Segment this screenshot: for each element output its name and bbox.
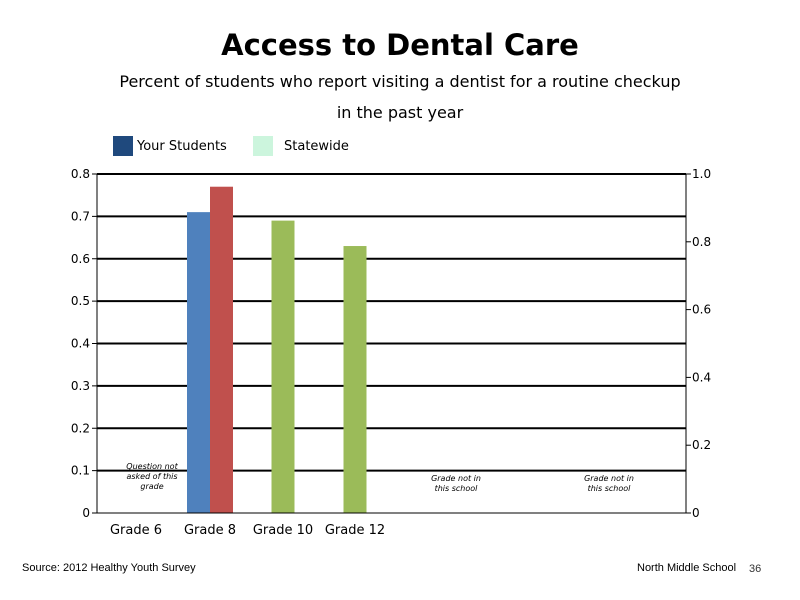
category-label: Grade 8 <box>184 523 236 538</box>
chart-subtitle: Percent of students who report visiting … <box>100 66 700 128</box>
left-tick-label: 0.8 <box>71 167 90 181</box>
school-name: North Middle School <box>637 562 737 574</box>
category-label: Grade 12 <box>325 523 385 538</box>
chart-title: Access to Dental Care <box>221 28 579 62</box>
annotation-note: Grade not in this school <box>584 474 634 493</box>
annotation-note: Grade not in this school <box>431 474 481 493</box>
annotation-line: Grade not in <box>584 474 634 483</box>
right-tick-label: 1.0 <box>692 167 711 181</box>
left-tick-label: 0.6 <box>71 252 90 266</box>
right-tick-label: 0.4 <box>692 370 711 384</box>
bar <box>271 220 295 514</box>
legend-item-your-students: Your Students <box>113 136 227 156</box>
legend-swatch-statewide <box>253 136 273 156</box>
annotation-line: this school <box>435 484 479 493</box>
bar <box>187 212 210 513</box>
left-tick-label: 0.7 <box>71 209 90 223</box>
annotation-line: Question not <box>126 462 178 471</box>
left-tick-label: 0 <box>82 506 90 520</box>
subtitle-line-2: in the past year <box>336 103 464 122</box>
right-tick-label: 0 <box>692 506 700 520</box>
right-axis-ticks: 0 0.2 0.4 0.6 0.8 1.0 <box>686 167 711 520</box>
gridlines <box>97 173 686 472</box>
annotations: Question not asked of this grade Grade not … <box>126 462 634 493</box>
page-number: 36 <box>749 563 762 575</box>
left-tick-label: 0.5 <box>71 294 90 308</box>
right-tick-label: 0.2 <box>692 438 711 452</box>
legend-label-your-students: Your Students <box>137 138 227 154</box>
left-tick-label: 0.4 <box>71 337 90 351</box>
annotation-line: Grade not in <box>431 474 481 483</box>
legend-label-statewide: Statewide <box>284 138 349 154</box>
left-tick-label: 0.1 <box>71 464 90 478</box>
left-axis-ticks: 0 0.1 0.2 0.3 0.4 0.5 0.6 0.7 0.8 <box>71 167 97 520</box>
annotation-line: grade <box>140 482 163 491</box>
subtitle-line-1: Percent of students who report visiting … <box>119 72 681 91</box>
right-tick-label: 0.6 <box>692 303 711 317</box>
annotation-note: Question not asked of this grade <box>126 462 178 491</box>
right-tick-label: 0.8 <box>692 235 711 249</box>
bar <box>343 246 367 513</box>
left-tick-label: 0.2 <box>71 421 90 435</box>
annotation-line: this school <box>588 484 632 493</box>
category-label: Grade 10 <box>253 523 313 538</box>
legend-item-statewide: Statewide <box>253 136 349 156</box>
annotation-line: asked of this <box>126 472 177 481</box>
left-tick-label: 0.3 <box>71 379 90 393</box>
source-note: Source: 2012 Healthy Youth Survey <box>22 562 196 574</box>
category-labels: Grade 6 Grade 8 Grade 10 Grade 12 <box>110 523 385 538</box>
bar <box>210 186 233 513</box>
category-label: Grade 6 <box>110 523 162 538</box>
bars <box>187 186 367 514</box>
legend-swatch-your-students <box>113 136 133 156</box>
